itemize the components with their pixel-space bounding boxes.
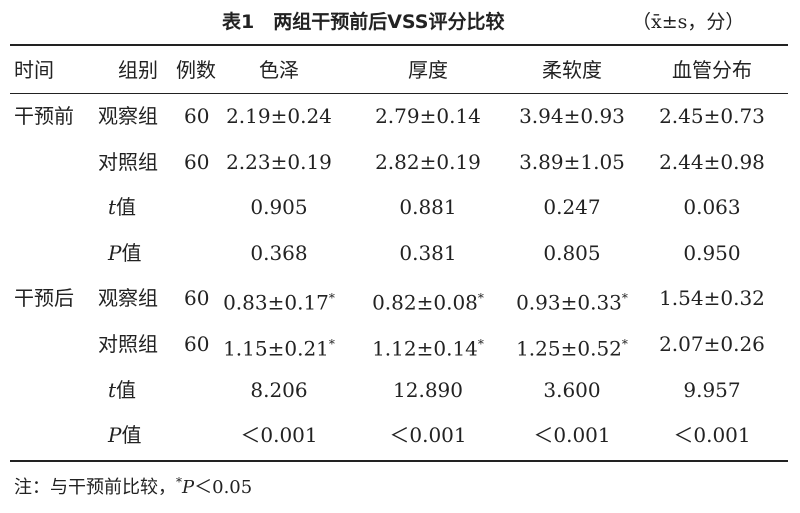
period-cell: 干预后 [14,286,74,311]
n-cell: 60 [184,104,210,128]
group-cell: 对照组 [98,332,158,356]
value-text: 1.12±0.14 [372,336,478,361]
value-mark: * [477,337,484,351]
bottom-rule [10,460,788,462]
header-cell: 组别 [118,58,158,82]
value-cell: 1.12±0.14* [372,332,484,361]
value-cell: 2.45±0.73 [659,104,765,128]
value-cell: 0.905 [250,195,308,220]
stat-text: 值 [116,377,137,402]
stat-var: t [108,195,117,220]
note-prefix: 注：与干预前比较， [14,477,176,498]
value-text: 1.25±0.52 [516,336,622,361]
value-cell: 3.600 [543,377,601,402]
header-cell: 血管分布 [672,58,752,82]
value-cell: 0.063 [683,195,741,220]
n-cell: 60 [184,332,210,356]
value-cell: 1.54±0.32 [659,286,765,311]
note: 注：与干预前比较，*P＜0.05 [14,470,252,500]
n-cell: 60 [184,149,210,174]
value-mark: * [328,291,335,306]
header-cell: 厚度 [408,58,448,82]
value-cell: ＜0.001 [389,423,467,448]
value-cell: 1.15±0.21* [223,332,335,361]
value-cell: 0.93±0.33* [516,286,628,315]
value-cell: 3.89±1.05 [519,149,625,174]
stat-var: P [108,240,122,265]
value-cell: 12.890 [393,377,463,402]
value-cell: 2.82±0.19 [375,149,481,174]
stat-cell: P值 [108,241,141,265]
value-cell: 0.805 [543,240,601,265]
value-cell: 1.25±0.52* [516,332,628,361]
value-cell: 0.247 [543,195,601,220]
value-cell: 3.94±0.93 [519,104,625,128]
value-cell: ＜0.001 [533,423,611,448]
note-mark: * [176,475,182,489]
value-cell: 9.957 [683,377,741,402]
value-cell: 2.19±0.24 [226,104,332,128]
value-text: 0.82±0.08 [372,291,478,316]
value-cell: 2.07±0.26 [659,332,765,356]
stat-var: t [108,377,117,402]
value-cell: 0.950 [683,240,741,265]
value-cell: 0.82±0.08* [372,286,484,315]
value-cell: 2.23±0.19 [226,149,332,174]
stat-text: 值 [121,423,142,448]
header-cell: 色泽 [259,58,299,82]
stat-cell: P值 [108,423,141,447]
note-suffix: ＜0.05 [194,477,253,498]
table-unit: （x̄±s，分） [632,11,745,33]
group-cell: 观察组 [98,286,158,311]
value-cell: 0.881 [399,195,457,220]
value-cell: 0.83±0.17* [223,286,335,315]
value-mark: * [477,291,484,306]
value-cell: 2.79±0.14 [375,104,481,128]
value-mark: * [621,337,628,351]
header-cell: 柔软度 [542,58,602,82]
value-cell: 2.44±0.98 [659,149,765,174]
period-cell: 干预前 [14,104,74,128]
value-cell: ＜0.001 [240,423,318,448]
value-cell: 0.381 [399,240,457,265]
header-rule [10,93,788,94]
value-cell: 0.368 [250,240,308,265]
table-title: 表1 两组干预前后VSS评分比较 [222,11,505,33]
note-var: P [182,477,195,498]
group-cell: 观察组 [98,104,158,128]
stat-var: P [108,423,122,448]
stat-cell: t值 [108,378,136,402]
value-text: 0.93±0.33 [516,291,622,316]
value-text: 0.83±0.17 [223,291,329,316]
group-cell: 对照组 [98,149,158,174]
stat-text: 值 [116,195,137,220]
top-rule [10,44,788,46]
stat-text: 值 [121,240,142,265]
header-cell: 例数 [176,58,216,82]
n-cell: 60 [184,286,210,311]
value-cell: 8.206 [250,377,308,402]
value-mark: * [621,291,628,306]
value-mark: * [328,337,335,351]
stat-cell: t值 [108,195,136,219]
value-cell: ＜0.001 [673,423,751,448]
header-cell: 时间 [14,58,54,82]
value-text: 1.15±0.21 [223,336,329,361]
